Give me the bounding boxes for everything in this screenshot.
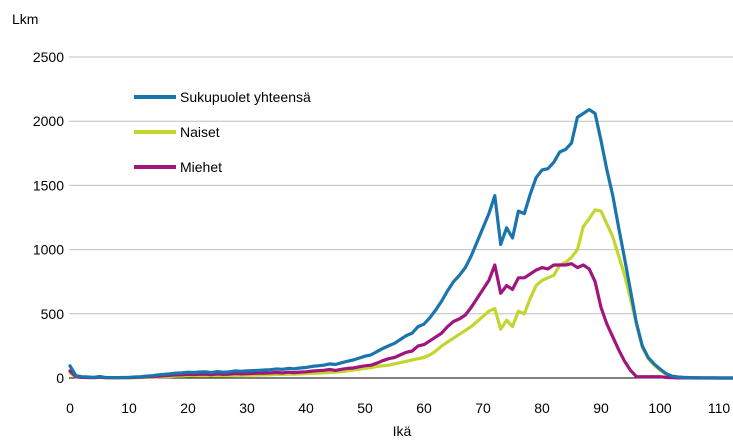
y-tick-label-500: 500: [41, 306, 65, 322]
y-tick-label-1500: 1500: [33, 177, 64, 193]
series-line-2: [68, 262, 733, 380]
series-lines: [68, 107, 733, 380]
x-tick-label-30: 30: [239, 400, 255, 416]
series-line-0: [68, 107, 733, 380]
y-axis-label: Lkm: [12, 11, 38, 27]
x-tick-label-110: 110: [708, 400, 731, 416]
x-tick-label-70: 70: [475, 400, 491, 416]
y-tick-label-2500: 2500: [33, 49, 64, 65]
y-tick-label-2000: 2000: [33, 113, 64, 129]
x-tick-label-90: 90: [593, 400, 609, 416]
x-axis-ticks: 0 10 20 30 40 50 60 70 80 90 100 110: [66, 400, 730, 416]
legend: Sukupuolet yhteensä Naiset Miehet: [134, 89, 311, 175]
x-tick-label-20: 20: [180, 400, 196, 416]
x-axis-label: Ikä: [393, 423, 412, 439]
legend-label-0: Sukupuolet yhteensä: [180, 89, 311, 105]
x-tick-label-60: 60: [416, 400, 432, 416]
x-tick-label-80: 80: [534, 400, 550, 416]
y-tick-label-1000: 1000: [33, 242, 64, 258]
x-tick-label-0: 0: [66, 400, 74, 416]
x-tick-label-50: 50: [357, 400, 373, 416]
x-tick-label-100: 100: [648, 400, 672, 416]
legend-label-2: Miehet: [180, 159, 222, 175]
y-axis-ticks: 0 500 1000 1500 2000 2500: [33, 49, 64, 386]
x-tick-label-10: 10: [121, 400, 137, 416]
x-tick-label-40: 40: [298, 400, 314, 416]
y-tick-label-0: 0: [56, 370, 64, 386]
legend-label-1: Naiset: [180, 124, 220, 140]
